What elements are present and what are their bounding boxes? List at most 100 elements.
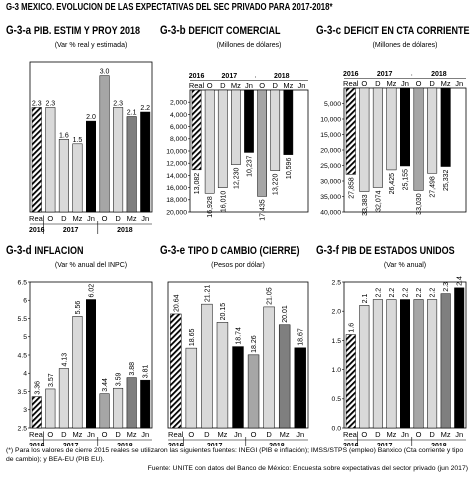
bar	[283, 89, 294, 155]
y-tick-label: 6	[23, 298, 27, 305]
data-label: 2.2	[403, 288, 410, 298]
year-label: 2016	[29, 227, 45, 234]
category-label: O	[207, 81, 213, 90]
y-tick-label: 1.0	[332, 367, 342, 374]
y-tick-label: 5,000	[324, 101, 341, 108]
data-label: 6.02	[89, 284, 96, 298]
bar	[216, 322, 229, 429]
data-label: 3.0	[100, 69, 110, 76]
category-label: Jn	[87, 430, 95, 439]
category-label: O	[361, 430, 367, 439]
data-label: 3.59	[116, 372, 123, 386]
y-tick-label: 8,000	[170, 136, 187, 143]
source-note: Fuente: UNITE con datos del Banco de Méx…	[147, 465, 468, 472]
category-label: Real	[29, 430, 45, 439]
bar	[185, 347, 198, 429]
category-label: O	[102, 430, 108, 439]
y-tick-label: 6.5	[18, 279, 28, 286]
data-label: 33,030	[416, 193, 423, 215]
figure-title-text: MEXICO. EVOLUCION DE LAS EXPECTATIVAS DE…	[21, 2, 333, 13]
category-label: Real	[189, 81, 205, 90]
data-label: 17,435	[260, 199, 267, 221]
year-label: 2017	[63, 227, 79, 234]
bar	[231, 89, 241, 165]
y-tick-label: 10,000	[320, 116, 341, 123]
bar	[413, 87, 424, 191]
chart-panel-g-3-c: G-3-c DEFICIT EN CTA CORRIENTE (Millones …	[316, 24, 470, 216]
bar	[72, 143, 83, 213]
y-tick-label: 30,000	[320, 178, 341, 185]
bar	[345, 334, 356, 429]
category-label: Jn	[455, 79, 463, 88]
category-label: Mz	[231, 81, 241, 90]
year-label: 2016	[29, 443, 45, 446]
y-tick-label: 0.0	[332, 425, 342, 432]
chart-unit: (Pesos por dólar)	[211, 262, 265, 269]
data-label: 32,074	[375, 190, 382, 212]
data-label: 2.0	[86, 114, 96, 121]
category-label: D	[204, 430, 210, 439]
chart-title-text: TIPO D CAMBIO (CIERRE)	[188, 245, 300, 257]
y-tick-label: 2,000	[170, 100, 187, 107]
data-label: 25,332	[443, 169, 450, 191]
data-label: 2.4	[457, 276, 464, 286]
bar	[99, 393, 110, 429]
category-label: Jn	[455, 430, 463, 439]
category-label: Mz	[217, 430, 227, 439]
category-label: Jn	[401, 430, 409, 439]
bar	[454, 287, 465, 429]
y-tick-label: 3.5	[18, 389, 28, 396]
data-label: 2.3	[443, 282, 450, 292]
y-tick-label: 5.5	[18, 316, 28, 323]
bar	[58, 139, 69, 213]
chart-title-text: PIB. ESTIM Y PROY 2018	[34, 25, 141, 37]
bar	[247, 354, 260, 429]
chart-title: G-3-f PIB DE ESTADOS UNIDOS	[316, 244, 455, 257]
data-label: 21.21	[204, 285, 211, 303]
y-tick-label: 0.5	[332, 396, 342, 403]
category-label: Mz	[72, 430, 82, 439]
chart-title-text: DEFICIT EN CTA CORRIENTE	[344, 25, 470, 37]
bar	[204, 89, 215, 194]
data-label: 10,596	[286, 158, 293, 180]
bar	[244, 89, 254, 153]
chart-title-text: DEFICIT COMERCIAL	[188, 25, 280, 37]
bar	[413, 299, 424, 429]
bar	[170, 313, 182, 429]
y-tick-label: 14,000	[166, 173, 187, 180]
data-label: 3.88	[129, 362, 136, 376]
bar	[191, 89, 202, 171]
bar	[440, 87, 451, 167]
bar	[440, 293, 451, 429]
chart-panel-g-3-e: G-3-e TIPO D CAMBIO (CIERRE) (Pesos por d…	[160, 244, 309, 446]
data-label: 20.64	[173, 294, 180, 312]
data-label: 1.6	[59, 132, 69, 139]
category-label: Jn	[87, 214, 95, 223]
y-tick-label: 4.5	[18, 352, 28, 359]
category-label: D	[61, 214, 67, 223]
category-label: Mz	[386, 79, 396, 88]
data-label: 1.6	[348, 323, 355, 333]
y-tick-label: 4	[23, 371, 27, 378]
data-label: 25,155	[403, 169, 410, 191]
data-label: 5.56	[75, 301, 82, 315]
chart-unit: (Millones de dólares)	[373, 42, 438, 49]
year-label: 2017	[207, 443, 223, 446]
year-label: 2018	[274, 73, 290, 80]
data-label: 13,082	[194, 173, 201, 195]
chart-unit: (Var % real y estimada)	[55, 42, 128, 49]
category-label: O	[259, 81, 265, 90]
footnote: (*) Para los valores de cierre 2015 real…	[6, 447, 464, 463]
data-label: 18.26	[251, 335, 258, 353]
year-label: 2018	[269, 443, 285, 446]
category-label: Real	[343, 79, 359, 88]
bar	[427, 299, 438, 429]
bar	[86, 299, 96, 429]
category-label: Jn	[297, 81, 305, 90]
y-tick-label: 2.5	[332, 279, 342, 286]
year-label: 2018	[431, 71, 447, 78]
bar	[217, 89, 228, 188]
category-label: O	[47, 214, 53, 223]
data-label: 2.2	[389, 288, 396, 298]
data-label: 20.01	[282, 305, 289, 323]
